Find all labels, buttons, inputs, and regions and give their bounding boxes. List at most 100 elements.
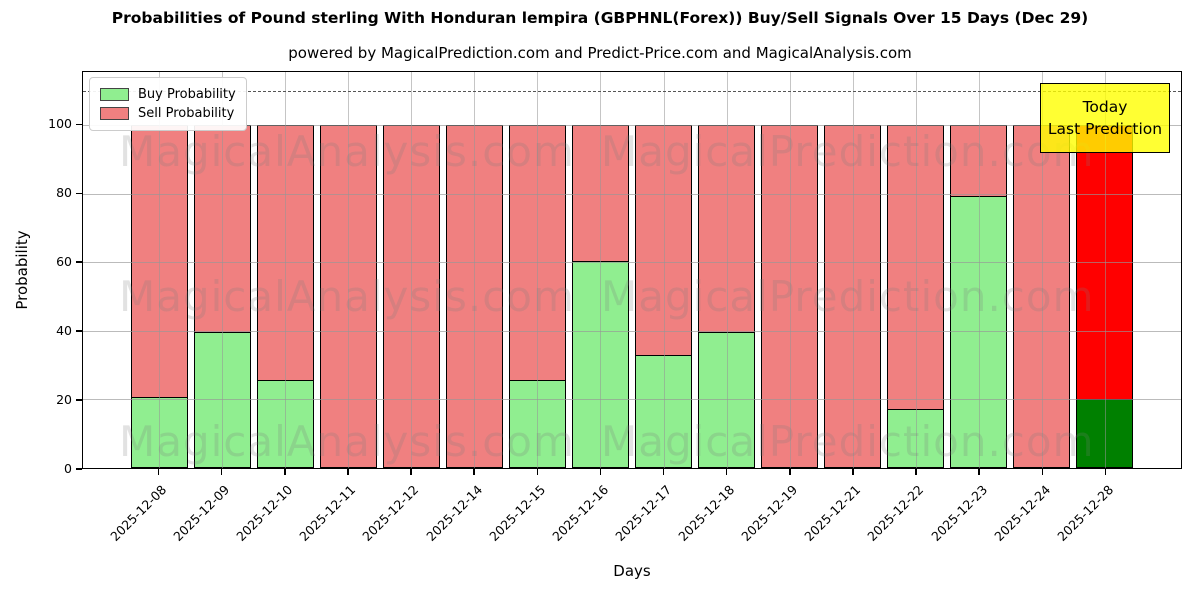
gridline-x — [1041, 72, 1043, 468]
watermark-analysis: MagicalAnalysis.com — [119, 127, 575, 176]
x-tick-mark — [536, 469, 539, 475]
x-tick-label-2025-12-19: 2025-12-19 — [738, 482, 801, 544]
x-tick-mark — [599, 469, 602, 475]
today-annotation: Today Last Prediction — [1040, 83, 1170, 153]
x-tick-mark — [347, 469, 349, 475]
x-tick-label-2025-12-21: 2025-12-21 — [801, 482, 864, 544]
bar-slot — [884, 72, 947, 468]
stacked-bar-2025-12-21 — [824, 125, 881, 468]
y-tick-label-100: 100 — [48, 116, 72, 132]
stacked-bar-2025-12-19 — [761, 125, 818, 468]
x-tick-mark — [1041, 469, 1044, 475]
gridline-x — [222, 72, 224, 468]
chart-subtitle: powered by MagicalPrediction.com and Pre… — [288, 44, 912, 62]
stacked-bar-2025-12-22 — [887, 125, 944, 468]
y-tick-mark — [76, 330, 82, 332]
gridline-x — [726, 72, 728, 468]
gridline-x — [537, 72, 539, 468]
x-tick-label-2025-12-22: 2025-12-22 — [864, 482, 927, 544]
y-tick-mark — [76, 123, 82, 126]
bar-segment-sell — [825, 126, 880, 467]
watermark-prediction: MagicalPrediction.com — [601, 417, 1095, 466]
plot-area: MagicalAnalysis.com MagicalPrediction.com… — [82, 71, 1182, 469]
threshold-dashed-line — [83, 90, 1181, 92]
y-tick-label-80: 80 — [56, 185, 72, 201]
gridline-x — [915, 72, 917, 468]
x-tick-mark — [662, 469, 665, 475]
gridline-x — [1104, 72, 1106, 468]
x-tick-label-2025-12-24: 2025-12-24 — [990, 482, 1053, 544]
bar-segment-buy — [1077, 398, 1132, 467]
x-tick-label-2025-12-11: 2025-12-11 — [296, 482, 359, 544]
gridline-y-60 — [83, 262, 1181, 264]
bar-slot — [1010, 72, 1073, 468]
gridline-x — [978, 72, 980, 468]
today-annotation-line2: Last Prediction — [1047, 120, 1163, 138]
x-tick-mark — [725, 469, 728, 475]
gridline-x — [789, 72, 791, 468]
x-tick-mark — [157, 469, 160, 475]
bar-slot — [821, 72, 884, 468]
stacked-bar-2025-12-24 — [1013, 125, 1070, 468]
x-tick-mark — [852, 469, 854, 475]
legend-row-buy: Buy Probability — [100, 85, 236, 104]
gridline-x — [852, 72, 854, 468]
x-tick-label-2025-12-10: 2025-12-10 — [233, 482, 296, 544]
gridline-x — [285, 72, 287, 468]
legend: Buy Probability Sell Probability — [89, 77, 247, 131]
y-tick-label-60: 60 — [56, 254, 72, 270]
today-annotation-line1: Today — [1082, 97, 1128, 116]
x-tick-mark — [1104, 469, 1107, 475]
bar-segment-sell — [1014, 126, 1069, 467]
bar-segment-sell — [762, 126, 817, 467]
legend-buy-label: Buy Probability — [138, 87, 236, 102]
watermark-analysis: MagicalAnalysis.com — [119, 417, 575, 466]
y-tick-mark — [76, 399, 82, 401]
gridline-x — [411, 72, 413, 468]
buy-swatch-icon — [100, 88, 129, 101]
y-tick-label-0: 0 — [64, 461, 72, 476]
gridline-x — [348, 72, 350, 468]
x-tick-mark — [473, 469, 475, 475]
bar-slot — [758, 72, 821, 468]
y-tick-mark — [76, 468, 82, 470]
x-tick-mark — [284, 469, 286, 475]
x-tick-label-2025-12-12: 2025-12-12 — [359, 482, 422, 544]
watermark-prediction: MagicalPrediction.com — [601, 272, 1095, 321]
x-tick-mark — [789, 469, 791, 475]
x-tick-mark — [220, 469, 223, 475]
x-tick-label-2025-12-09: 2025-12-09 — [170, 482, 233, 544]
gridline-y-80 — [83, 193, 1181, 195]
x-axis-label: Days — [613, 562, 651, 580]
gridline-x — [474, 72, 476, 468]
gridline-x — [159, 72, 161, 468]
gridline-x — [600, 72, 602, 468]
x-tick-label-2025-12-23: 2025-12-23 — [927, 482, 990, 544]
x-tick-label-2025-12-28: 2025-12-28 — [1054, 482, 1117, 544]
watermark-prediction: MagicalPrediction.com — [601, 127, 1095, 176]
x-tick-label-2025-12-17: 2025-12-17 — [612, 482, 675, 544]
legend-row-sell: Sell Probability — [100, 104, 236, 123]
x-tick-mark — [978, 469, 980, 475]
watermark-analysis: MagicalAnalysis.com — [119, 272, 575, 321]
sell-swatch-icon — [100, 107, 129, 120]
x-tick-mark — [915, 469, 917, 475]
bar-segment-buy — [888, 409, 943, 467]
legend-sell-label: Sell Probability — [138, 106, 235, 121]
x-tick-label-2025-12-14: 2025-12-14 — [422, 482, 485, 544]
gridline-y-40 — [83, 330, 1181, 332]
x-tick-label-2025-12-16: 2025-12-16 — [549, 482, 612, 544]
x-tick-label-2025-12-18: 2025-12-18 — [675, 482, 738, 544]
chart-title: Probabilities of Pound sterling With Hon… — [111, 9, 1089, 27]
x-tick-label-2025-12-15: 2025-12-15 — [485, 482, 548, 544]
y-axis-label: Probability — [13, 230, 31, 310]
gridline-x — [663, 72, 665, 468]
gridline-y-20 — [83, 399, 1181, 401]
y-tick-label-40: 40 — [56, 323, 72, 339]
gridline-y-100 — [83, 125, 1181, 127]
bar-segment-sell — [951, 126, 1006, 197]
y-tick-mark — [76, 192, 82, 195]
bar-segment-sell — [888, 126, 943, 410]
x-tick-mark — [410, 469, 412, 475]
